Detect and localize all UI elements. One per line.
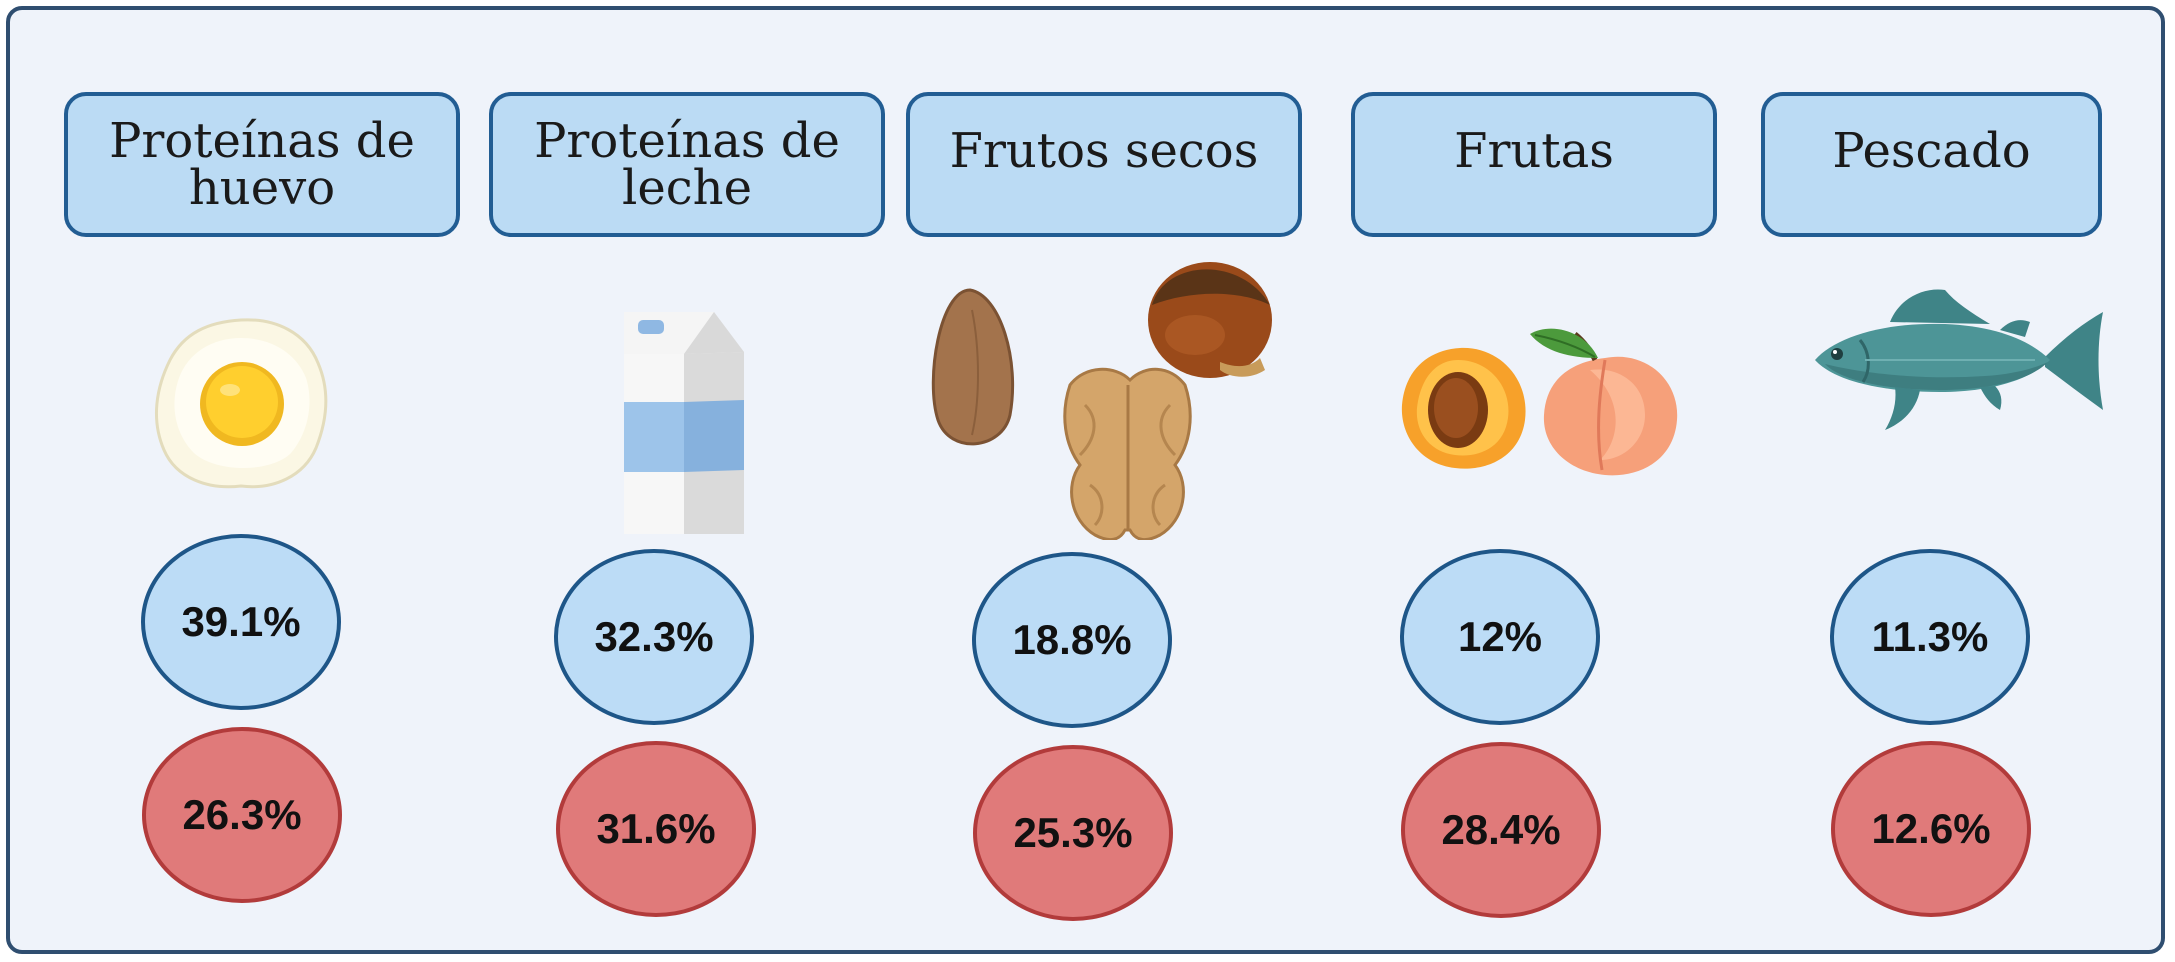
- red-value-bubble-egg: 26.3%: [142, 727, 342, 903]
- category-label-text: Pescado: [1832, 123, 2031, 179]
- red-value-text: 25.3%: [1013, 809, 1133, 856]
- red-value-bubble-fruits: 28.4%: [1401, 742, 1601, 918]
- blue-value-text: 18.8%: [1012, 616, 1132, 663]
- allergen-panel: Proteínas de huevo 39.1% 26.3% Proteínas…: [6, 6, 2165, 954]
- red-value-text: 26.3%: [182, 791, 302, 838]
- fish-icon: [1805, 282, 2105, 442]
- peach-icon: [1390, 320, 1690, 480]
- blue-value-bubble-nuts: 18.8%: [972, 552, 1172, 728]
- category-label-text: Proteínas de huevo: [109, 112, 415, 216]
- category-label-fish: Pescado: [1761, 92, 2102, 237]
- nuts-icon: [920, 250, 1290, 542]
- red-value-bubble-nuts: 25.3%: [973, 745, 1173, 921]
- red-value-text: 12.6%: [1871, 805, 1991, 852]
- blue-value-text: 39.1%: [181, 598, 301, 645]
- blue-value-text: 12%: [1457, 613, 1543, 660]
- category-label-text: Frutas: [1454, 123, 1614, 179]
- milk-carton-icon: [604, 302, 754, 542]
- fried-egg-icon: [146, 308, 336, 498]
- category-label-nuts: Frutos secos: [906, 92, 1302, 237]
- blue-value-bubble-egg: 39.1%: [141, 534, 341, 710]
- red-value-text: 31.6%: [596, 805, 716, 852]
- blue-value-text: 32.3%: [594, 613, 714, 660]
- blue-value-bubble-fish: 11.3%: [1830, 549, 2030, 725]
- category-label-milk: Proteínas de leche: [489, 92, 885, 237]
- red-value-bubble-milk: 31.6%: [556, 741, 756, 917]
- category-label-egg: Proteínas de huevo: [64, 92, 460, 237]
- red-value-text: 28.4%: [1441, 806, 1561, 853]
- blue-value-text: 11.3%: [1871, 613, 1989, 660]
- red-value-bubble-fish: 12.6%: [1831, 741, 2031, 917]
- category-label-text: Frutos secos: [949, 123, 1259, 179]
- blue-value-bubble-milk: 32.3%: [554, 549, 754, 725]
- category-label-text: Proteínas de leche: [534, 112, 840, 216]
- blue-value-bubble-fruits: 12%: [1400, 549, 1600, 725]
- category-label-fruits: Frutas: [1351, 92, 1717, 237]
